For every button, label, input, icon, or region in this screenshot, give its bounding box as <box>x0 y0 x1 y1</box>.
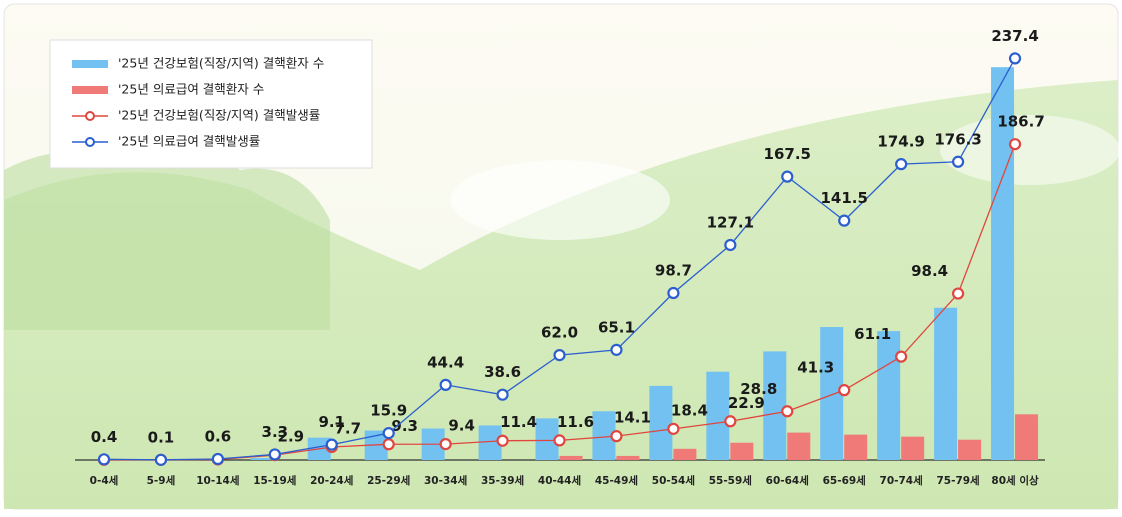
point <box>782 406 792 416</box>
bar <box>673 449 696 460</box>
point <box>725 416 735 426</box>
value-label: 11.6 <box>557 413 594 431</box>
point <box>270 449 280 459</box>
point <box>498 436 508 446</box>
x-tick-label: 5-9세 <box>147 474 176 487</box>
bar <box>1015 414 1038 460</box>
point <box>725 240 735 250</box>
legend-swatch <box>72 86 108 94</box>
point <box>953 157 963 167</box>
x-tick-label: 25-29세 <box>367 474 410 487</box>
chart: 2.97.79.39.411.411.614.118.422.928.841.3… <box>0 0 1122 513</box>
point <box>441 380 451 390</box>
point <box>498 390 508 400</box>
point <box>953 289 963 299</box>
point <box>611 345 621 355</box>
point <box>668 424 678 434</box>
value-label: 127.1 <box>707 213 754 231</box>
bar <box>844 435 867 460</box>
point <box>1010 53 1020 63</box>
value-label: 3.3 <box>262 423 289 441</box>
legend-label: '25년 건강보험(직장/지역) 결핵발생률 <box>118 108 320 123</box>
bar <box>730 443 753 460</box>
value-label: 41.3 <box>797 359 834 377</box>
legend-swatch <box>72 60 108 68</box>
value-label: 237.4 <box>991 27 1038 45</box>
value-label: 18.4 <box>671 401 708 419</box>
point <box>327 440 337 450</box>
value-label: 15.9 <box>370 402 407 420</box>
value-label: 167.5 <box>764 145 811 163</box>
x-tick-label: 45-49세 <box>595 474 638 487</box>
value-label: 0.1 <box>148 428 175 446</box>
x-tick-label: 15-19세 <box>253 474 296 487</box>
value-label: 11.4 <box>500 413 537 431</box>
x-tick-label: 20-24세 <box>310 474 353 487</box>
point <box>384 439 394 449</box>
point <box>896 352 906 362</box>
point <box>839 216 849 226</box>
point <box>668 288 678 298</box>
value-label: 98.7 <box>655 262 692 280</box>
x-tick-label: 80세 이상 <box>991 474 1039 487</box>
x-tick-label: 0-4세 <box>90 474 119 487</box>
point <box>213 454 223 464</box>
background-bush <box>4 147 330 330</box>
value-label: 174.9 <box>877 133 924 151</box>
value-label: 9.4 <box>448 417 475 435</box>
bar <box>560 456 583 460</box>
x-tick-label: 35-39세 <box>481 474 524 487</box>
point <box>384 428 394 438</box>
x-tick-label: 10-14세 <box>196 474 239 487</box>
value-label: 0.4 <box>91 428 118 446</box>
bar <box>877 331 900 460</box>
legend-label: '25년 의료급여 결핵환자 수 <box>118 82 264 97</box>
point <box>555 435 565 445</box>
value-label: 61.1 <box>854 325 891 343</box>
value-label: 62.0 <box>541 324 578 342</box>
x-tick-label: 65-69세 <box>823 474 866 487</box>
value-label: 14.1 <box>614 409 651 427</box>
legend-label: '25년 건강보험(직장/지역) 결핵환자 수 <box>118 56 324 71</box>
bar <box>958 440 981 460</box>
point <box>156 455 166 465</box>
legend-swatch <box>86 138 94 146</box>
x-tick-label: 30-34세 <box>424 474 467 487</box>
value-label: 98.4 <box>911 262 948 280</box>
bar <box>787 433 810 460</box>
value-label: 9.1 <box>318 413 345 431</box>
bar <box>763 351 786 460</box>
bar <box>616 456 639 460</box>
bar <box>706 372 729 460</box>
point <box>611 431 621 441</box>
value-label: 38.6 <box>484 363 521 381</box>
x-tick-label: 50-54세 <box>652 474 695 487</box>
x-tick-label: 55-59세 <box>709 474 752 487</box>
x-tick-label: 60-64세 <box>766 474 809 487</box>
value-label: 28.8 <box>740 380 777 398</box>
point <box>555 350 565 360</box>
point <box>782 172 792 182</box>
bar <box>934 308 957 460</box>
x-tick-label: 40-44세 <box>538 474 581 487</box>
legend-swatch <box>86 112 94 120</box>
x-tick-label: 70-74세 <box>880 474 923 487</box>
value-label: 65.1 <box>598 318 635 336</box>
point <box>839 385 849 395</box>
bar <box>649 386 672 460</box>
point <box>896 159 906 169</box>
value-label: 186.7 <box>997 113 1044 131</box>
point <box>1010 139 1020 149</box>
legend-label: '25년 의료급여 결핵발생률 <box>118 134 260 149</box>
value-label: 176.3 <box>934 130 981 148</box>
value-label: 44.4 <box>427 353 464 371</box>
bar <box>901 437 924 460</box>
value-label: 0.6 <box>205 427 232 445</box>
value-label: 141.5 <box>820 189 867 207</box>
point <box>441 439 451 449</box>
x-tick-label: 75-79세 <box>936 474 979 487</box>
background-cloud <box>450 160 670 240</box>
point <box>99 454 109 464</box>
